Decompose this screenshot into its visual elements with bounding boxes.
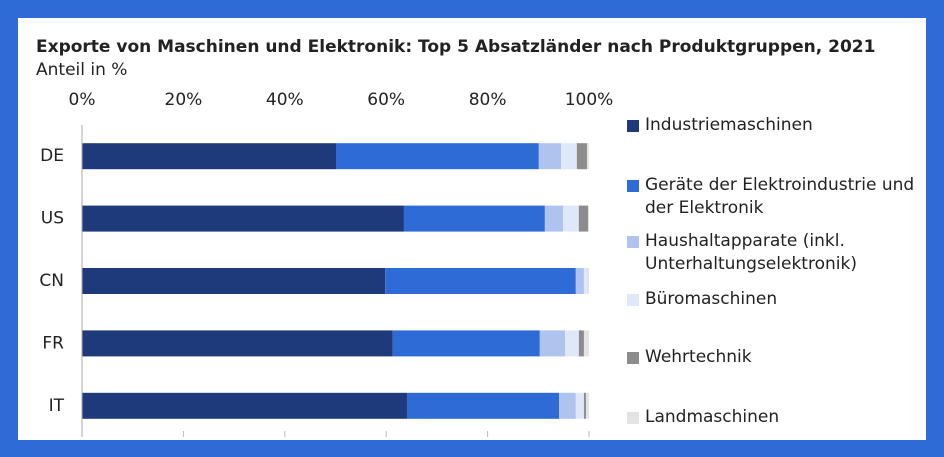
bar-segment	[583, 330, 589, 357]
chart-subtitle: Anteil in %	[36, 60, 127, 80]
y-tick-label: DE	[40, 146, 64, 166]
bar-segment	[82, 330, 393, 357]
legend-label: Geräte der Elektroindustrie und der Elek…	[645, 175, 915, 218]
bar-segment	[559, 392, 576, 419]
bar-segment	[565, 330, 579, 357]
bar-segment	[82, 268, 386, 294]
bar-segment	[585, 392, 589, 419]
bar-segment	[539, 330, 566, 357]
bar-segment	[82, 205, 404, 232]
legend-swatch	[627, 236, 639, 248]
x-tick-label: 60%	[367, 90, 405, 110]
legend-label: Haushaltapparate (inkl. Unterhaltungsele…	[645, 231, 857, 274]
legend-swatch	[627, 180, 639, 192]
legend-swatch	[627, 412, 639, 424]
legend-swatch	[627, 352, 639, 364]
bar-segment	[587, 205, 589, 232]
bar-segment	[403, 205, 545, 232]
bar-segment	[392, 330, 540, 357]
bar-segment	[575, 392, 584, 419]
x-tick-label: 40%	[266, 90, 304, 110]
y-tick-label: CN	[39, 271, 64, 291]
bar-segment	[578, 330, 584, 357]
legend-label: Landmaschinen	[645, 407, 780, 427]
bar-segment	[538, 143, 562, 170]
bar-segment	[578, 205, 588, 232]
bar-segment	[406, 392, 560, 419]
bar-segment	[336, 143, 539, 170]
bar-segment	[586, 268, 589, 294]
bar-segment	[82, 392, 407, 419]
y-tick-label: FR	[42, 333, 64, 353]
bar-segment	[576, 143, 587, 170]
x-tick-label: 20%	[165, 90, 203, 110]
legend-label: Industriemaschinen	[645, 115, 813, 135]
chart-title: Exporte von Maschinen und Elektronik: To…	[36, 37, 875, 57]
legend-label: Wehrtechnik	[645, 347, 752, 367]
bar-segment	[575, 268, 584, 294]
legend-swatch	[627, 294, 639, 306]
bar-segment	[586, 143, 589, 170]
legend-swatch	[627, 120, 639, 132]
bar-segment	[385, 268, 576, 294]
legend-label: Büromaschinen	[645, 289, 778, 309]
bar-segment	[583, 392, 586, 419]
y-tick-label: IT	[49, 396, 65, 416]
bar-segment	[82, 143, 337, 170]
x-tick-label: 0%	[69, 90, 96, 110]
x-tick-label: 80%	[469, 90, 507, 110]
bar-segment	[563, 205, 579, 232]
bar-segment	[544, 205, 564, 232]
x-tick-label: 100%	[565, 90, 614, 110]
bar-segment	[583, 268, 587, 294]
y-tick-label: US	[41, 209, 64, 229]
bar-segment	[561, 143, 577, 170]
